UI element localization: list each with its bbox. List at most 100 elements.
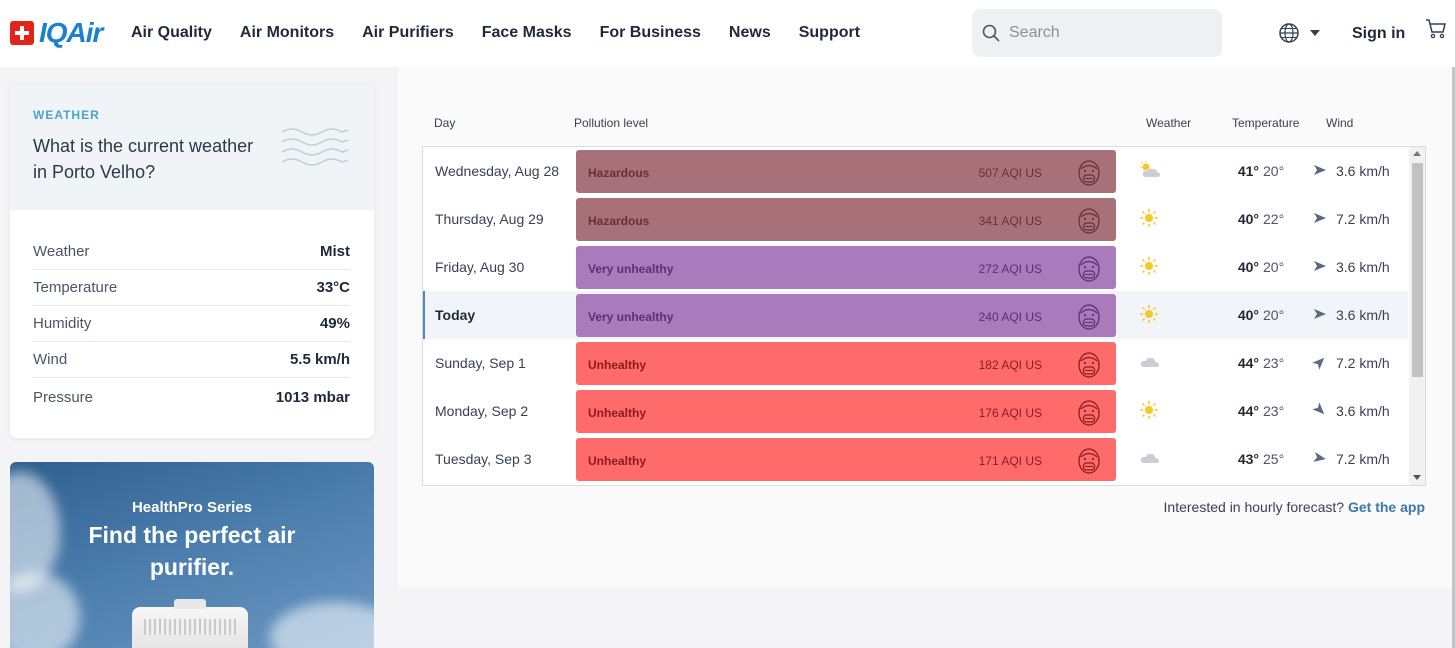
- iqair-logo[interactable]: IQAir: [10, 17, 103, 48]
- sign-in-link[interactable]: Sign in: [1352, 25, 1406, 42]
- pollution-level: Unhealthy: [588, 454, 647, 468]
- forecast-table[interactable]: Wednesday, Aug 28 Hazardous 507 AQI US 41° 2…: [422, 146, 1426, 486]
- page-scrollbar[interactable]: [1452, 67, 1455, 648]
- temp-low: 20°: [1263, 259, 1285, 275]
- forecast-row[interactable]: Wednesday, Aug 28 Hazardous 507 AQI US 41° 2…: [423, 147, 1408, 195]
- header-pollution: Pollution level: [574, 116, 649, 130]
- chevron-down-icon: [1310, 30, 1320, 36]
- pollution-level: Unhealthy: [588, 406, 647, 420]
- temp-low: 23°: [1263, 403, 1285, 419]
- weather-row-wind: Wind 5.5 km/h: [33, 342, 350, 378]
- today-indicator: [423, 291, 425, 339]
- forecast-row[interactable]: Today Very unhealthy 240 AQI US 40° 20° 3.6 k…: [423, 291, 1408, 339]
- temp-high: 44°: [1237, 403, 1259, 419]
- temp-low: 23°: [1263, 355, 1285, 371]
- sun-icon: [1139, 208, 1159, 233]
- scrollbar-thumb[interactable]: [1412, 163, 1423, 377]
- header-wind: Wind: [1326, 116, 1354, 130]
- temp-high: 40°: [1237, 259, 1259, 275]
- search-box[interactable]: [972, 9, 1222, 57]
- pollution-level: Very unhealthy: [588, 310, 674, 324]
- row-key: Wind: [33, 351, 68, 368]
- globe-icon: [1279, 23, 1299, 43]
- wind-speed: 3.6 km/h: [1336, 259, 1390, 275]
- wind-waves-icon: [281, 128, 349, 166]
- temp-high: 44°: [1237, 355, 1259, 371]
- temp-low: 25°: [1263, 451, 1285, 467]
- pollution-bar: Very unhealthy 240 AQI US: [576, 294, 1116, 337]
- nav-face-masks[interactable]: Face Masks: [481, 24, 572, 41]
- temp-high: 40°: [1237, 307, 1259, 323]
- pollution-bar: Very unhealthy 272 AQI US: [576, 246, 1116, 289]
- forecast-row[interactable]: Friday, Aug 30 Very unhealthy 272 AQI US 40…: [423, 243, 1408, 291]
- row-key: Weather: [33, 243, 90, 260]
- wind-direction-icon: [1313, 163, 1327, 182]
- forecast-day: Tuesday, Sep 3: [435, 451, 532, 467]
- wind-direction-icon: [1313, 211, 1327, 230]
- cloud-decoration: [10, 572, 80, 648]
- header-weather: Weather: [1146, 116, 1192, 130]
- forecast-row[interactable]: Sunday, Sep 1 Unhealthy 182 AQI US 44° 23° 7.…: [423, 339, 1408, 387]
- weather-row-pressure: Pressure 1013 mbar: [33, 379, 350, 415]
- forecast-row[interactable]: Monday, Sep 2 Unhealthy 176 AQI US 44° 23° 3.…: [423, 387, 1408, 435]
- pollution-bar: Unhealthy 176 AQI US: [576, 390, 1116, 433]
- row-value: 33°C: [316, 279, 350, 296]
- forecast-row[interactable]: Thursday, Aug 29 Hazardous 341 AQI US 40° 22…: [423, 195, 1408, 243]
- aqi-value: 272 AQI US: [978, 262, 1042, 276]
- scrollbar[interactable]: [1409, 147, 1425, 485]
- aqi-value: 171 AQI US: [978, 454, 1042, 468]
- air-purifier-image: [132, 599, 248, 648]
- wind-direction-icon: [1312, 402, 1327, 422]
- scroll-down-arrow[interactable]: [1413, 475, 1421, 480]
- healthpro-ad-banner[interactable]: HealthPro Series Find the perfect air pu…: [10, 462, 374, 648]
- pollution-bar: Unhealthy 182 AQI US: [576, 342, 1116, 385]
- weather-card-title: What is the current weather in Porto Vel…: [33, 136, 254, 182]
- wind-speed: 7.2 km/h: [1336, 355, 1390, 371]
- nav-for-business[interactable]: For Business: [599, 24, 701, 41]
- weather-row-humidity: Humidity 49%: [33, 306, 350, 342]
- temp-high: 43°: [1237, 451, 1259, 467]
- temp-high: 40°: [1237, 211, 1259, 227]
- pollution-bar: Unhealthy 171 AQI US: [576, 438, 1116, 481]
- wind-direction-icon: [1313, 259, 1327, 278]
- forecast-row[interactable]: Tuesday, Sep 3 Unhealthy 171 AQI US 43° 25° 7…: [423, 435, 1408, 483]
- cart-icon[interactable]: [1425, 18, 1447, 45]
- hourly-text: Interested in hourly forecast?: [1163, 499, 1345, 515]
- nav-support[interactable]: Support: [798, 24, 861, 41]
- wind-direction-icon: [1313, 451, 1327, 470]
- get-the-app-link[interactable]: Get the app: [1347, 499, 1425, 515]
- nav-air-purifiers[interactable]: Air Purifiers: [362, 24, 454, 41]
- cloud-icon: [1139, 352, 1161, 377]
- weather-label: WEATHER: [33, 108, 100, 122]
- wind-direction-icon: [1312, 355, 1327, 374]
- header-temperature: Temperature: [1232, 116, 1300, 130]
- scroll-up-arrow[interactable]: [1413, 151, 1421, 156]
- nav-air-monitors[interactable]: Air Monitors: [239, 24, 335, 41]
- search-icon: [982, 24, 1000, 42]
- search-input[interactable]: [1009, 21, 1209, 45]
- aqi-value: 176 AQI US: [978, 406, 1042, 420]
- weather-row-temperature: Temperature 33°C: [33, 270, 350, 306]
- forecast-day: Sunday, Sep 1: [435, 355, 526, 371]
- aqi-value: 240 AQI US: [978, 310, 1042, 324]
- nav-air-quality[interactable]: Air Quality: [131, 24, 212, 41]
- forecast-day: Today: [435, 307, 476, 323]
- wind-speed: 7.2 km/h: [1336, 451, 1390, 467]
- temp-low: 20°: [1263, 307, 1285, 323]
- wind-direction-icon: [1313, 307, 1327, 326]
- language-selector[interactable]: [1278, 22, 1320, 44]
- row-key: Humidity: [33, 315, 92, 332]
- top-header: IQAir Air Quality Air Monitors Air Purif…: [0, 0, 1455, 67]
- logo-text: IQAir: [39, 17, 103, 48]
- face-mask-icon: [1076, 207, 1102, 240]
- forecast-panel: Day Pollution level Weather Temperature …: [398, 67, 1455, 588]
- face-mask-icon: [1076, 447, 1102, 480]
- face-mask-icon: [1076, 351, 1102, 384]
- sun-icon: [1139, 256, 1159, 281]
- partly-cloudy-icon: [1139, 160, 1161, 185]
- sun-icon: [1139, 400, 1159, 425]
- wind-speed: 7.2 km/h: [1336, 211, 1390, 227]
- current-weather-card: WEATHER What is the current weather in P…: [10, 84, 374, 438]
- aqi-value: 182 AQI US: [978, 358, 1042, 372]
- nav-news[interactable]: News: [728, 24, 771, 41]
